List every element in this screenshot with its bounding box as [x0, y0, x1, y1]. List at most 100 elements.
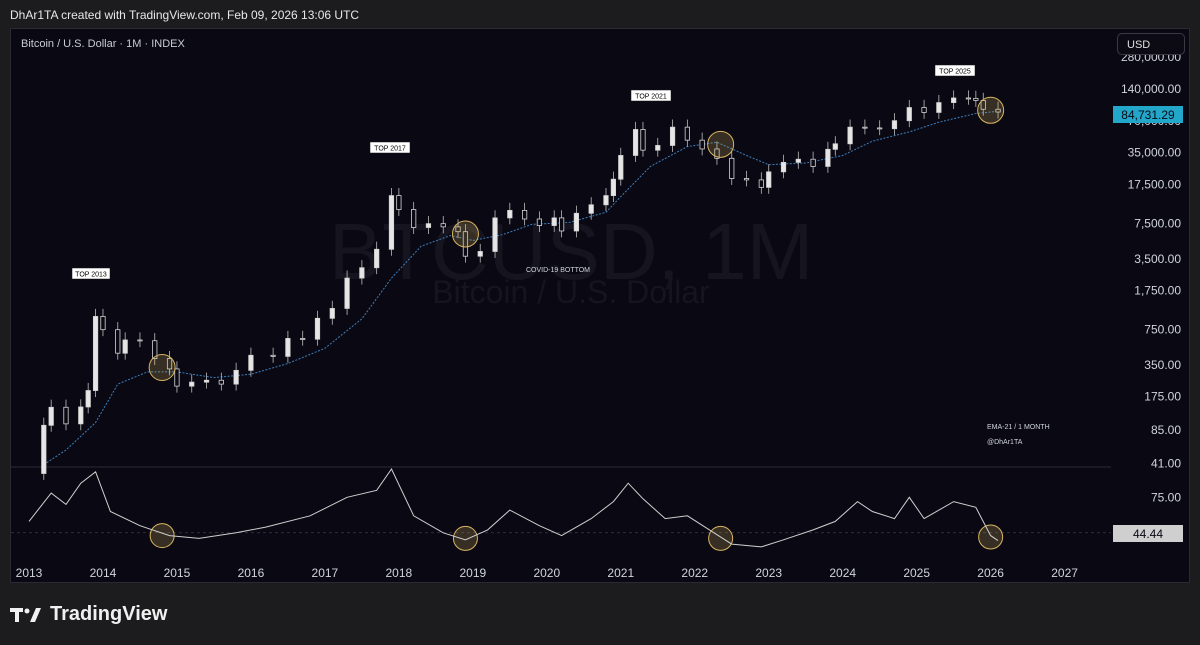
- oscillator-line: [28, 468, 999, 548]
- price-highlight-circle: [148, 353, 176, 381]
- candle-body: [877, 127, 883, 130]
- candle-body: [396, 195, 402, 210]
- price-highlight-circle: [977, 96, 1005, 124]
- currency-button[interactable]: USD: [1117, 33, 1185, 55]
- highlight-circles: [148, 96, 1005, 551]
- chart-watermark: BTCUSD, 1M Bitcoin / U.S. Dollar: [329, 207, 814, 310]
- chart-canvas[interactable]: BTCUSD, 1M Bitcoin / U.S. Dollar 280,000…: [11, 29, 1189, 582]
- candle-body: [462, 231, 469, 257]
- candle-body: [174, 368, 180, 387]
- time-tick-label: 2016: [238, 566, 265, 580]
- candle-body: [314, 317, 321, 340]
- candle-body: [618, 155, 624, 180]
- pane-divider: [11, 466, 1111, 534]
- time-tick-label: 2018: [386, 566, 413, 580]
- candle-body: [78, 406, 84, 425]
- top-2021-label: TOP 2021: [635, 94, 667, 101]
- candle-body: [980, 100, 986, 110]
- candle-body: [388, 195, 395, 250]
- oscillator-tick-label: 75.00: [1151, 490, 1181, 504]
- candle-body: [374, 248, 380, 269]
- oscillator-highlight-circle: [452, 525, 478, 551]
- candle-body: [766, 171, 772, 188]
- candle-body: [507, 210, 513, 219]
- candle-body: [137, 339, 143, 342]
- candle-body: [699, 139, 705, 150]
- time-tick-label: 2024: [829, 566, 856, 580]
- candle-body: [248, 354, 254, 371]
- tradingview-brand[interactable]: TradingView: [10, 603, 167, 626]
- price-tick-label: 35,000.00: [1128, 146, 1182, 160]
- ema-legend-label: EMA-21 / 1 MONTH: [987, 424, 1050, 431]
- candle-body: [588, 204, 594, 214]
- oscillator-series-line: [28, 468, 999, 548]
- candle-body: [152, 340, 158, 360]
- oscillator-value-badge: [1113, 525, 1183, 542]
- watermark-name: Bitcoin / U.S. Dollar: [432, 274, 710, 310]
- oscillator-value: 44.44: [1133, 527, 1163, 541]
- candle-body: [714, 148, 720, 159]
- top-2025-label: TOP 2025: [939, 69, 971, 76]
- oscillator-highlight-circle: [978, 524, 1004, 550]
- candle-body: [669, 126, 676, 146]
- chart-annotations: TOP 2013 TOP 2017 TOP 2021 TOP 2025 COVI…: [71, 64, 1050, 446]
- candle-body: [166, 358, 173, 370]
- price-axis[interactable]: 280,000.00140,000.0070,000.0035,000.0017…: [1121, 50, 1181, 540]
- time-axis[interactable]: 2013 2014 2015 2016 2017 2018 2019 2020 2021 2022…: [16, 566, 1079, 580]
- time-tick-label: 2013: [16, 566, 43, 580]
- candle-body: [359, 267, 365, 279]
- candle-body: [440, 223, 446, 228]
- candle-body: [891, 120, 898, 130]
- tradingview-logo-icon: [10, 607, 41, 622]
- price-highlight-circle: [707, 130, 735, 158]
- price-tick-label: 41.00: [1151, 457, 1181, 471]
- covid-bottom-label: COVID-19 BOTTOM: [526, 267, 590, 274]
- candle-body: [743, 178, 750, 181]
- price-highlight-circle: [451, 220, 479, 248]
- last-price-value: 84,731.29: [1121, 108, 1175, 122]
- candle-body: [285, 338, 291, 357]
- time-tick-label: 2015: [164, 566, 191, 580]
- time-tick-label: 2021: [607, 566, 634, 580]
- candle-body: [951, 97, 957, 103]
- price-tick-label: 175.00: [1144, 390, 1181, 404]
- time-tick-label: 2017: [312, 566, 339, 580]
- price-candles: [41, 90, 1001, 480]
- candle-body: [48, 406, 54, 426]
- chart-panel[interactable]: BTCUSD, 1M Bitcoin / U.S. Dollar 280,000…: [10, 28, 1190, 583]
- candle-body: [329, 308, 335, 319]
- oscillator-highlight-circle: [708, 525, 734, 551]
- candle-body: [847, 126, 853, 145]
- candle-body: [425, 223, 432, 228]
- value-badges: 84,731.29 44.44: [1113, 106, 1183, 542]
- time-tick-label: 2020: [533, 566, 560, 580]
- author-label: @DhAr1TA: [987, 439, 1023, 446]
- candle-body: [729, 157, 735, 179]
- ema-line: [43, 110, 999, 466]
- price-tick-label: 350.00: [1144, 358, 1181, 372]
- price-tick-label: 1,750.00: [1134, 284, 1181, 298]
- candle-body: [603, 195, 609, 206]
- candle-body: [300, 338, 306, 340]
- candle-body: [189, 381, 195, 387]
- symbol-title[interactable]: Bitcoin / U.S. Dollar · 1M · INDEX: [21, 38, 185, 50]
- price-tick-label: 3,500.00: [1134, 252, 1181, 266]
- top-2013-box: [71, 267, 111, 280]
- candle-body: [906, 107, 912, 122]
- candle-body: [862, 126, 868, 129]
- candle-body: [640, 129, 646, 151]
- candle-body: [973, 97, 979, 101]
- candle-body: [270, 354, 276, 357]
- candle-body: [795, 158, 801, 163]
- price-tick-label: 140,000.00: [1121, 82, 1181, 96]
- candle-body: [832, 143, 838, 150]
- candle-body: [936, 102, 942, 113]
- candle-body: [115, 329, 121, 354]
- candle-body: [551, 217, 557, 226]
- candle-body: [536, 218, 543, 226]
- candle-body: [344, 277, 350, 309]
- candle-body: [684, 126, 690, 141]
- candle-body: [610, 178, 616, 196]
- candle-body: [559, 217, 565, 232]
- candle-body: [233, 369, 239, 385]
